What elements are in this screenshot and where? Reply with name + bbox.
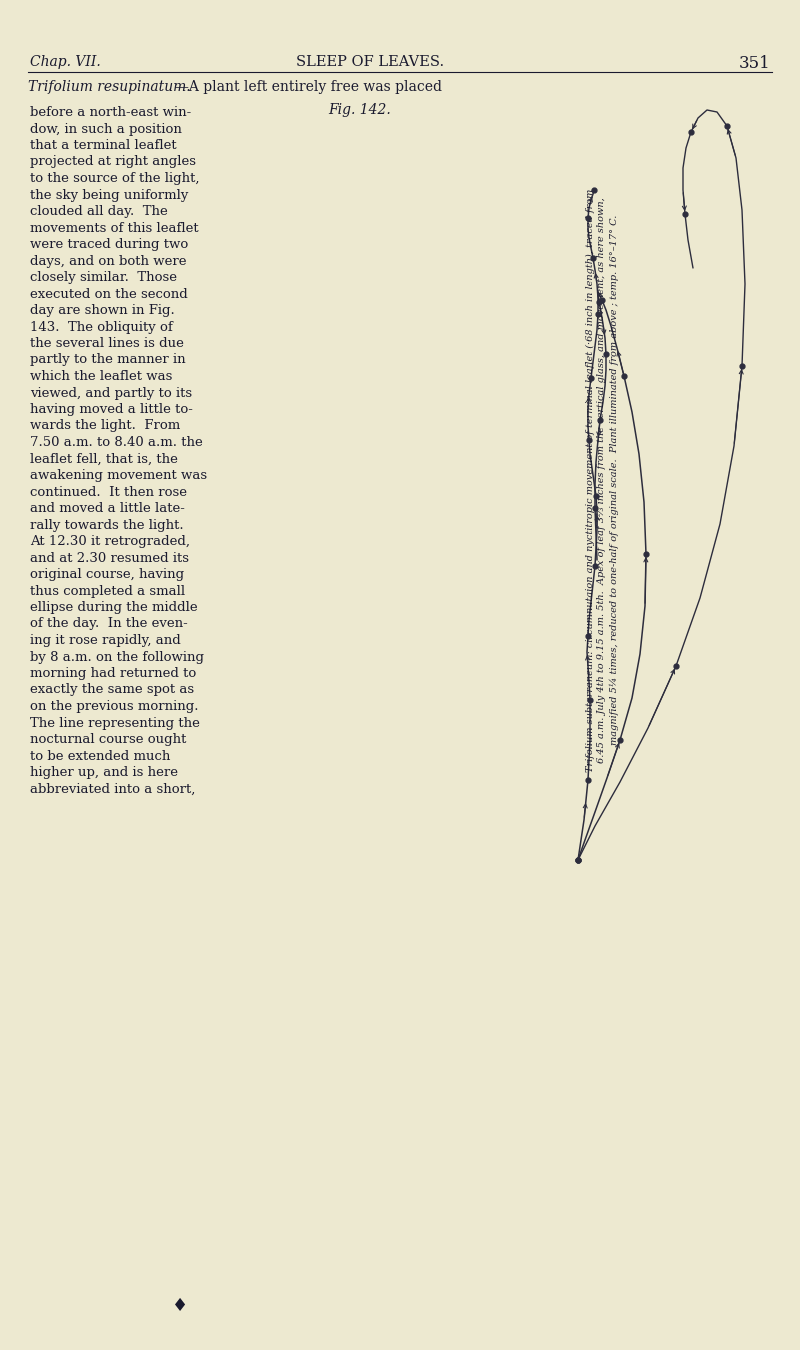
Text: day are shown in Fig.: day are shown in Fig. [30, 304, 174, 317]
Text: 143.  The obliquity of: 143. The obliquity of [30, 320, 173, 333]
Text: to the source of the light,: to the source of the light, [30, 171, 199, 185]
Text: the sky being uniformly: the sky being uniformly [30, 189, 188, 201]
Text: higher up, and is here: higher up, and is here [30, 765, 178, 779]
Text: to be extended much: to be extended much [30, 749, 170, 763]
Text: exactly the same spot as: exactly the same spot as [30, 683, 194, 697]
Text: of the day.  In the even-: of the day. In the even- [30, 617, 188, 630]
Text: —A plant left entirely free was placed: —A plant left entirely free was placed [175, 80, 442, 94]
Text: 6.45 a.m. July 4th to 9.15 a.m. 5th.  Apex of leaf 3⅔ inches from the vertical g: 6.45 a.m. July 4th to 9.15 a.m. 5th. Ape… [598, 197, 606, 763]
Text: that a terminal leaflet: that a terminal leaflet [30, 139, 177, 153]
Text: ing it rose rapidly, and: ing it rose rapidly, and [30, 634, 181, 647]
Text: dow, in such a position: dow, in such a position [30, 123, 182, 135]
Text: clouded all day.  The: clouded all day. The [30, 205, 168, 217]
Text: rally towards the light.: rally towards the light. [30, 518, 184, 532]
Text: were traced during two: were traced during two [30, 238, 188, 251]
Text: nocturnal course ought: nocturnal course ought [30, 733, 186, 747]
Text: ♦: ♦ [172, 1297, 188, 1315]
Text: original course, having: original course, having [30, 568, 184, 580]
Text: and moved a little late-: and moved a little late- [30, 502, 185, 514]
Text: on the previous morning.: on the previous morning. [30, 701, 198, 713]
Text: which the leaflet was: which the leaflet was [30, 370, 172, 383]
Text: SLEEP OF LEAVES.: SLEEP OF LEAVES. [296, 55, 444, 69]
Text: 7.50 a.m. to 8.40 a.m. the: 7.50 a.m. to 8.40 a.m. the [30, 436, 202, 450]
Text: leaflet fell, that is, the: leaflet fell, that is, the [30, 452, 178, 466]
Text: Trifolium subterraneum: circumnutaion and nyctitropic movement of terminal leafl: Trifolium subterraneum: circumnutaion an… [586, 188, 594, 772]
Text: movements of this leaflet: movements of this leaflet [30, 221, 198, 235]
Text: Chap. VII.: Chap. VII. [30, 55, 101, 69]
Text: executed on the second: executed on the second [30, 288, 188, 301]
Text: viewed, and partly to its: viewed, and partly to its [30, 386, 192, 400]
Text: before a north-east win-: before a north-east win- [30, 107, 191, 119]
Text: closely similar.  Those: closely similar. Those [30, 271, 177, 284]
Text: having moved a little to-: having moved a little to- [30, 404, 193, 416]
Text: wards the light.  From: wards the light. From [30, 420, 180, 432]
Text: projected at right angles: projected at right angles [30, 155, 196, 169]
Text: ellipse during the middle: ellipse during the middle [30, 601, 198, 614]
Text: The line representing the: The line representing the [30, 717, 200, 729]
Text: partly to the manner in: partly to the manner in [30, 354, 186, 366]
Text: by 8 a.m. on the following: by 8 a.m. on the following [30, 651, 204, 663]
Text: awakening movement was: awakening movement was [30, 468, 207, 482]
Text: Trifolium resupinatum.: Trifolium resupinatum. [28, 80, 190, 94]
Text: the several lines is due: the several lines is due [30, 338, 184, 350]
Text: magnified 5¼ times, reduced to one-half of original scale.  Plant illuminated fr: magnified 5¼ times, reduced to one-half … [610, 215, 618, 745]
Text: At 12.30 it retrograded,: At 12.30 it retrograded, [30, 535, 190, 548]
Text: 351: 351 [738, 55, 770, 72]
Text: thus completed a small: thus completed a small [30, 585, 185, 598]
Text: days, and on both were: days, and on both were [30, 255, 186, 267]
Text: morning had returned to: morning had returned to [30, 667, 196, 680]
Text: abbreviated into a short,: abbreviated into a short, [30, 783, 195, 795]
Text: continued.  It then rose: continued. It then rose [30, 486, 187, 498]
Text: and at 2.30 resumed its: and at 2.30 resumed its [30, 552, 189, 564]
Text: Fig. 142.: Fig. 142. [329, 103, 391, 117]
